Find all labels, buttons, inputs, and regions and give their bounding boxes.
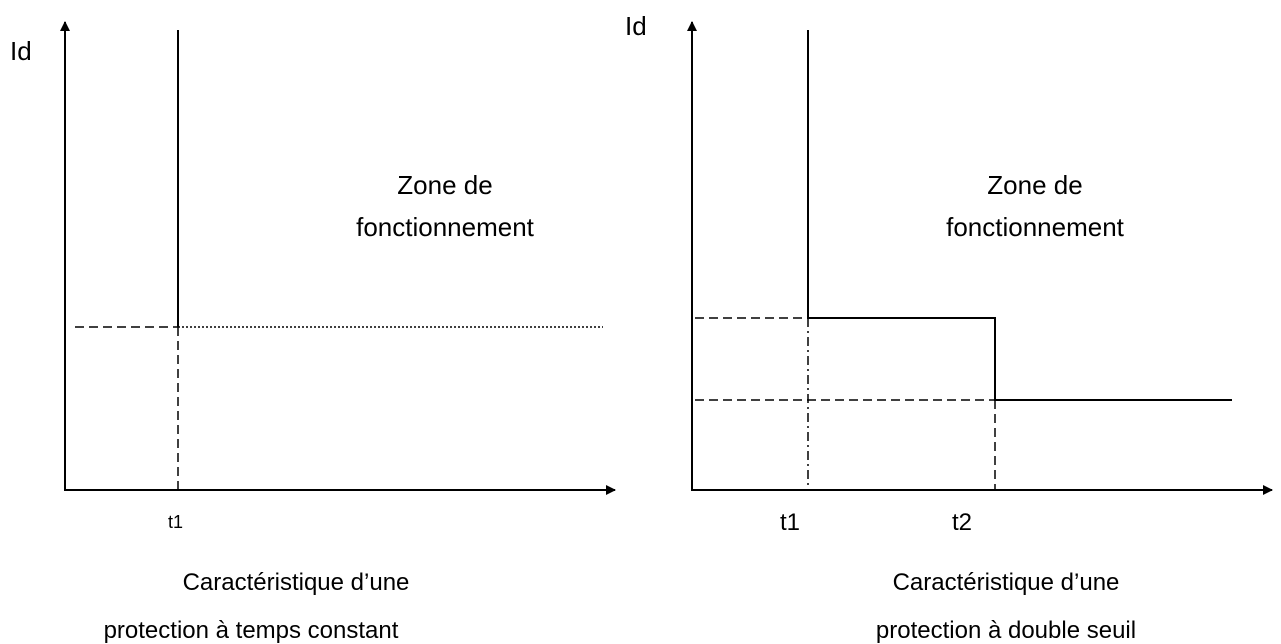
zone-label: fonctionnement [356,212,535,242]
zone-label: Zone de [397,170,492,200]
caption: protection à double seuil [876,617,1136,644]
zone-label: fonctionnement [946,212,1125,242]
y-label: Id [10,36,32,66]
zone-label: Zone de [987,170,1082,200]
caption: Caractéristique d’une [183,569,410,596]
caption: protection à temps constant [104,617,399,644]
caption: Caractéristique d’une [893,569,1120,596]
tick-label: t2 [952,509,972,536]
y-label: Id [625,11,647,41]
diagram-double: Id t1 t2 Zone de fonctionnement Caractér… [625,11,1273,644]
tick-label: t1 [780,509,800,536]
threshold-curve [807,30,1232,401]
diagram-constant: Id t1 Zone de fonctionnement Caractérist… [10,21,616,644]
tick-label: t1 [168,512,183,532]
